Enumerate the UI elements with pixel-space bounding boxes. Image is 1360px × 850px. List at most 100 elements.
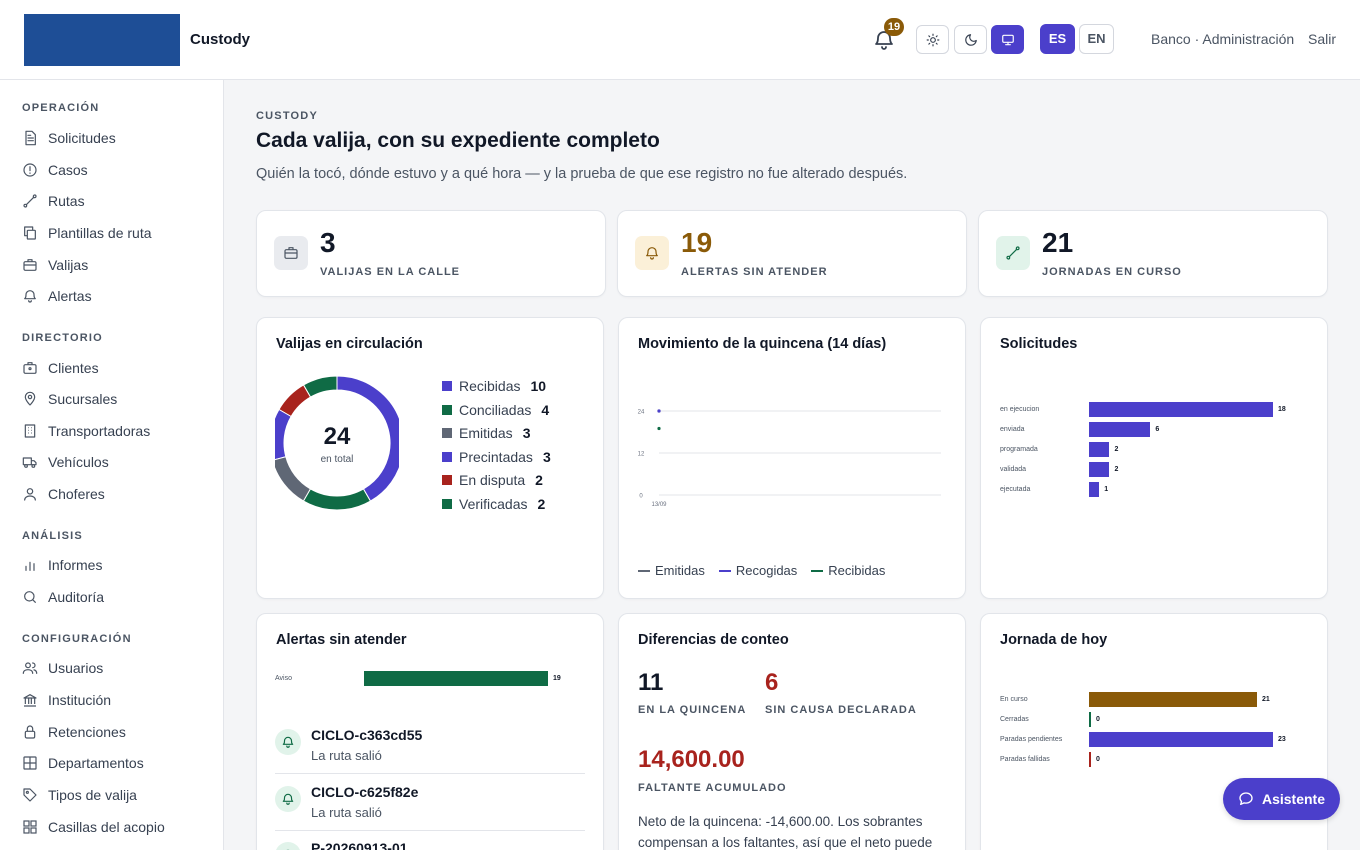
- alert-subtitle: La ruta salió: [311, 748, 382, 763]
- stat-icon-box: [996, 236, 1030, 270]
- assistant-button[interactable]: Asistente: [1223, 778, 1340, 820]
- stat-card-valijas[interactable]: 3 VALIJAS EN LA CALLE: [256, 210, 606, 297]
- bar-label: Aviso: [275, 674, 292, 682]
- sidebar-item-label: Valijas: [48, 257, 89, 273]
- sidebar-item-label: Plantillas de ruta: [48, 225, 152, 241]
- sidebar-item-casos[interactable]: Casos: [22, 158, 88, 182]
- bell-icon: [24, 290, 36, 303]
- bar-value: 0: [1096, 715, 1100, 723]
- sidebar-item-transportadoras[interactable]: Transportadoras: [22, 419, 150, 443]
- copy-icon: [24, 226, 36, 240]
- sidebar-item-solicitudes[interactable]: Solicitudes: [22, 126, 116, 150]
- sidebar-item-clientes[interactable]: Clientes: [22, 356, 99, 380]
- stat-card-alertas[interactable]: 19 ALERTAS SIN ATENDER: [617, 210, 967, 297]
- diffs-amount-label: FALTANTE ACUMULADO: [638, 782, 787, 794]
- bar-value: 2: [1114, 465, 1119, 473]
- legend-label: Recibidas: [828, 563, 886, 578]
- sidebar-item-institucion[interactable]: Institución: [22, 688, 111, 712]
- legend-value: 4: [541, 401, 550, 418]
- alert-title: P-20260913-01: [311, 840, 408, 850]
- bar-label: validada: [1000, 465, 1027, 473]
- theme-light-button[interactable]: [916, 25, 949, 54]
- legend-value: 2: [537, 495, 546, 512]
- sidebar-item-choferes[interactable]: Choferes: [22, 482, 105, 506]
- stat-label: VALIJAS EN LA CALLE: [320, 266, 461, 278]
- bar-value: 0: [1096, 755, 1100, 763]
- bar-label: en ejecucion: [1000, 405, 1040, 413]
- bar-label: Cerradas: [1000, 715, 1029, 723]
- bar-value: 21: [1262, 695, 1270, 703]
- sidebar-item-alertas[interactable]: Alertas: [22, 284, 92, 308]
- legend-swatch: [442, 381, 452, 391]
- legend-value: 3: [522, 425, 531, 441]
- diffs-amount-value: 14,600.00: [638, 746, 745, 773]
- sidebar-item-departamentos[interactable]: Departamentos: [22, 751, 144, 775]
- institution-logo[interactable]: [24, 14, 180, 66]
- sidebar-item-label: Casos: [48, 162, 88, 178]
- legend-label: Verificadas: [459, 495, 528, 512]
- bar-value: 19: [553, 674, 561, 682]
- sidebar-item-valijas[interactable]: Valijas: [22, 253, 88, 277]
- y-tick-label: 0: [639, 494, 643, 500]
- alert-item[interactable]: CICLO-c625f82e La ruta salió: [275, 774, 585, 831]
- lang-es-button[interactable]: ES: [1040, 24, 1075, 54]
- logout-link[interactable]: Salir: [1308, 31, 1337, 47]
- monitor-icon: [1001, 34, 1014, 45]
- bank-icon: [23, 694, 37, 707]
- tag-icon: [23, 788, 37, 802]
- section-analisis: ANÁLISIS: [22, 530, 83, 542]
- bar-label: programada: [1000, 445, 1038, 453]
- stat-icon-box: [635, 236, 669, 270]
- bar-label: Paradas pendientes: [1000, 735, 1063, 743]
- movement-card: Movimiento de la quincena (14 días) 24 12…: [618, 317, 966, 599]
- bar-label: En curso: [1000, 695, 1028, 703]
- sidebar-item-retenciones[interactable]: Retenciones: [22, 720, 126, 744]
- bell-icon: [646, 247, 658, 260]
- sidebar-item-tipos-valija[interactable]: Tipos de valija: [22, 783, 137, 807]
- stat-label: ALERTAS SIN ATENDER: [681, 266, 828, 278]
- legend-value: 2: [535, 472, 543, 488]
- line-point-recibidas: [657, 426, 661, 431]
- sidebar-item-label: Vehículos: [48, 454, 109, 470]
- building-icon: [23, 362, 37, 374]
- theme-system-button[interactable]: [991, 25, 1024, 54]
- legend-item: Emitidas: [638, 563, 705, 578]
- sidebar-item-informes[interactable]: Informes: [22, 553, 102, 577]
- line-point-recogidas: [657, 409, 661, 413]
- notifications-button[interactable]: 19: [872, 18, 904, 52]
- alert-item[interactable]: P-20260913-01: [275, 830, 585, 850]
- legend-label: Emitidas: [655, 563, 705, 578]
- card-title: Diferencias de conteo: [638, 632, 789, 648]
- legend-swatch: [442, 498, 452, 509]
- alert-icon-box: [275, 786, 301, 812]
- section-operacion: OPERACIÓN: [22, 102, 100, 114]
- sidebar-item-plantillas[interactable]: Plantillas de ruta: [22, 221, 152, 245]
- donut-chart: 24 en total: [275, 375, 399, 511]
- sidebar-item-vehiculos[interactable]: Vehículos: [22, 450, 109, 474]
- stat-card-jornadas[interactable]: 21 JORNADAS EN CURSO: [978, 210, 1328, 297]
- sidebar-item-usuarios[interactable]: Usuarios: [22, 656, 103, 680]
- alert-subtitle: La ruta salió: [311, 805, 382, 820]
- sidebar-item-label: Casillas del acopio: [48, 819, 165, 835]
- sidebar-item-auditoria[interactable]: Auditoría: [22, 585, 104, 609]
- alert-item[interactable]: CICLO-c363cd55 La ruta salió: [275, 717, 585, 774]
- sidebar-item-sucursales[interactable]: Sucursales: [22, 387, 117, 411]
- moon-icon: [964, 33, 977, 46]
- stat-value: 21: [1042, 227, 1074, 258]
- sidebar-item-rutas[interactable]: Rutas: [22, 189, 85, 213]
- card-title: Jornada de hoy: [1000, 632, 1108, 648]
- lang-en-button[interactable]: EN: [1079, 24, 1114, 54]
- legend-item: Verificadas 2: [442, 495, 545, 513]
- y-tick-label: 12: [638, 452, 645, 458]
- legend-label: Precintadas: [459, 448, 533, 465]
- bar-chart-icon: [25, 561, 35, 571]
- briefcase-icon: [23, 259, 37, 271]
- bar-value: 6: [1155, 425, 1160, 433]
- legend-swatch: [638, 569, 650, 572]
- sidebar-item-casillas[interactable]: Casillas del acopio: [22, 815, 165, 839]
- bar-value: 18: [1278, 405, 1286, 413]
- theme-dark-button[interactable]: [954, 25, 987, 54]
- bar-label: Paradas fallidas: [1000, 755, 1050, 763]
- chat-bubble-icon: [1239, 792, 1253, 805]
- legend-item: Recogidas: [718, 563, 797, 578]
